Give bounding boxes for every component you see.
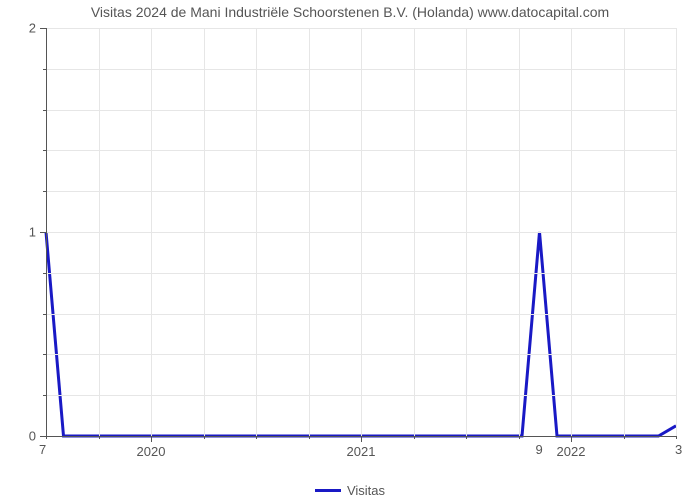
x-tick-label: 2021 [347,444,376,459]
chart-title: Visitas 2024 de Mani Industriële Schoors… [0,4,700,20]
x-tick-minor [676,436,677,439]
x-tick-minor [466,436,467,439]
gridline-horizontal [46,232,676,233]
y-tick-label: 1 [0,225,36,240]
x-tick-minor [256,436,257,439]
y-tick-major [40,28,46,29]
x-tick-major [151,436,152,442]
y-tick-minor [43,314,46,315]
legend-label: Visitas [347,483,385,498]
gridline-horizontal [46,191,676,192]
x-tick-major [361,436,362,442]
legend: Visitas [0,482,700,498]
gridline-horizontal [46,395,676,396]
y-tick-major [40,232,46,233]
gridline-horizontal [46,273,676,274]
x-tick-label: 2020 [137,444,166,459]
x-tick-label: 2022 [557,444,586,459]
y-tick-minor [43,110,46,111]
y-tick-minor [43,354,46,355]
chart-container: Visitas 2024 de Mani Industriële Schoors… [0,0,700,500]
x-tick-minor [519,436,520,439]
x-tick-major [571,436,572,442]
y-axis [46,28,47,436]
plot-area [46,28,676,436]
corner-label-left: 7 [39,442,46,457]
y-tick-minor [43,191,46,192]
y-tick-minor [43,69,46,70]
y-tick-label: 0 [0,429,36,444]
y-tick-label: 2 [0,21,36,36]
x-tick-minor [204,436,205,439]
y-tick-minor [43,395,46,396]
gridline-horizontal [46,69,676,70]
x-tick-minor [99,436,100,439]
gridline-horizontal [46,314,676,315]
gridline-horizontal [46,150,676,151]
corner-label-peak: 9 [536,442,543,457]
corner-label-right: 3 [675,442,682,457]
gridline-horizontal [46,354,676,355]
y-tick-minor [43,150,46,151]
x-tick-minor [414,436,415,439]
legend-swatch [315,489,341,492]
x-tick-minor [309,436,310,439]
gridline-horizontal [46,110,676,111]
x-tick-minor [624,436,625,439]
x-tick-minor [46,436,47,439]
y-tick-minor [43,273,46,274]
